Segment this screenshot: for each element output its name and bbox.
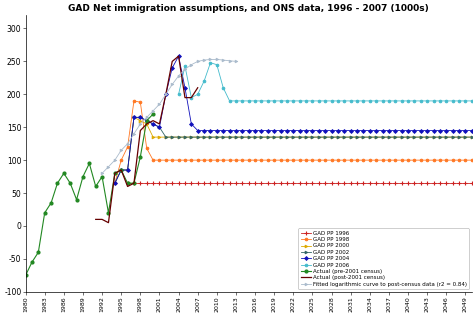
- Legend: GAD PP 1996, GAD PP 1998, GAD PP 2000, GAD PP 2002, GAD PP 2004, GAD PP 2006, Ac: GAD PP 1996, GAD PP 1998, GAD PP 2000, G…: [298, 228, 469, 289]
- Title: GAD Net immigration assumptions, and ONS data, 1996 - 2007 (1000s): GAD Net immigration assumptions, and ONS…: [69, 4, 429, 13]
